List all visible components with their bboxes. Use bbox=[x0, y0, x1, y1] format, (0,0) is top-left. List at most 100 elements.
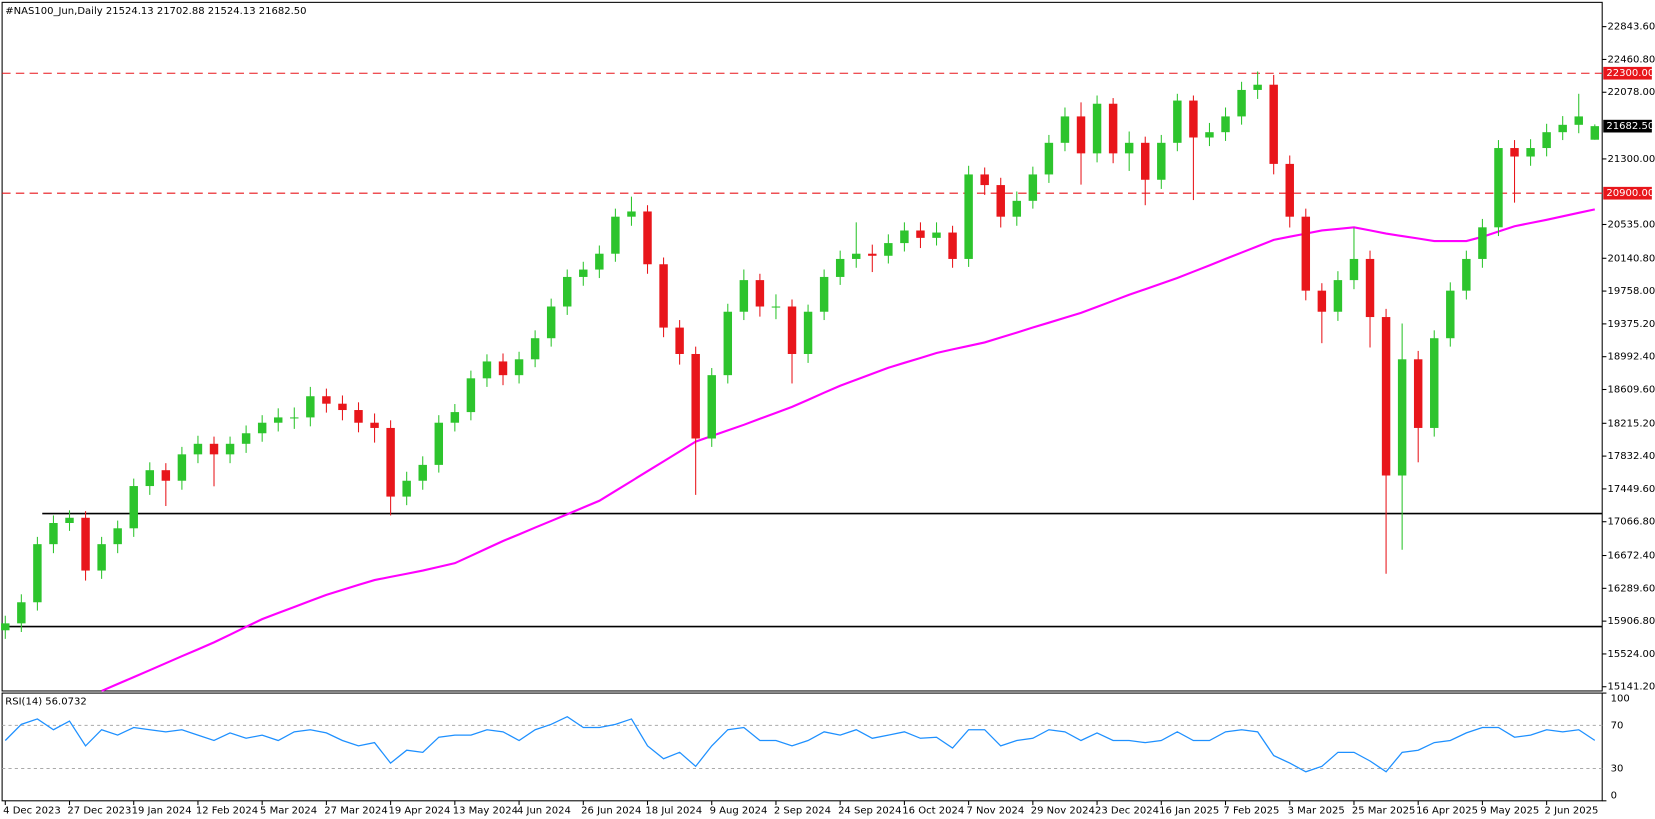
candle-body bbox=[675, 327, 684, 354]
y-tick-label: 17832.40 bbox=[1607, 451, 1655, 462]
x-tick-label: 3 Mar 2025 bbox=[1288, 805, 1345, 816]
candle-body bbox=[209, 443, 219, 455]
candle-body bbox=[868, 253, 877, 256]
y-tick-label: 18992.40 bbox=[1607, 352, 1655, 363]
candle-body bbox=[1542, 132, 1551, 149]
candle-body bbox=[418, 464, 427, 481]
candle-body bbox=[1301, 216, 1311, 291]
moving-average-line bbox=[101, 208, 1596, 692]
candle-body bbox=[1028, 174, 1038, 201]
candle-body bbox=[33, 544, 42, 603]
candle-body bbox=[306, 396, 315, 418]
candle-body bbox=[1269, 84, 1278, 164]
y-tick-label: 15524.00 bbox=[1607, 649, 1655, 660]
candle-body bbox=[65, 517, 74, 523]
x-tick-label: 25 Mar 2025 bbox=[1352, 805, 1416, 816]
candle-body bbox=[1381, 317, 1391, 476]
y-tick-label: 20535.00 bbox=[1607, 219, 1655, 230]
candle-body bbox=[466, 378, 476, 413]
candle-body bbox=[771, 306, 781, 308]
candle-body bbox=[257, 422, 267, 434]
x-tick-label: 7 Nov 2024 bbox=[967, 805, 1025, 816]
x-tick-label: 2 Sep 2024 bbox=[774, 805, 831, 816]
candle-body bbox=[370, 422, 379, 428]
level-price-label: 20900.00 bbox=[1606, 188, 1654, 199]
candle-body bbox=[1173, 100, 1182, 143]
candle-body bbox=[852, 253, 861, 259]
y-tick-label: 15906.80 bbox=[1607, 616, 1655, 627]
candle-body bbox=[81, 517, 90, 571]
candle-body bbox=[1141, 142, 1150, 180]
candle-body bbox=[1092, 103, 1102, 154]
candle-body bbox=[113, 528, 122, 545]
candle-body bbox=[723, 311, 733, 376]
chart-title: #NAS100_Jun,Daily 21524.13 21702.88 2152… bbox=[5, 6, 306, 17]
candle-body bbox=[1189, 100, 1198, 138]
candle-body bbox=[241, 433, 251, 444]
candle-body bbox=[322, 396, 331, 404]
candle-body bbox=[1365, 258, 1375, 318]
candle-body bbox=[386, 427, 395, 497]
candle-body bbox=[1397, 359, 1407, 476]
candle-body bbox=[755, 280, 765, 307]
x-tick-label: 4 Dec 2023 bbox=[3, 805, 61, 816]
y-tick-label: 15141.20 bbox=[1607, 682, 1655, 693]
candle-body bbox=[563, 276, 572, 307]
candle-body bbox=[1478, 227, 1487, 259]
candle-body bbox=[514, 359, 524, 376]
candle-body bbox=[964, 174, 973, 259]
candle-body bbox=[274, 417, 283, 423]
candle-body bbox=[884, 243, 893, 256]
candle-body bbox=[1044, 142, 1054, 175]
x-tick-label: 19 Apr 2024 bbox=[389, 805, 451, 816]
y-tick-label: 18215.20 bbox=[1607, 418, 1655, 429]
candle-body bbox=[450, 412, 460, 423]
candle-body bbox=[1510, 148, 1519, 157]
rsi-y-tick-label: 30 bbox=[1611, 763, 1624, 774]
last-price-label: 21682.50 bbox=[1606, 121, 1654, 132]
candle-body bbox=[193, 443, 203, 455]
candle-body bbox=[498, 361, 508, 376]
x-tick-label: 13 May 2024 bbox=[453, 805, 518, 816]
candle-body bbox=[611, 216, 620, 254]
x-tick-label: 9 May 2025 bbox=[1480, 805, 1539, 816]
candle-body bbox=[1, 623, 10, 631]
candle-body bbox=[1462, 258, 1471, 291]
candle-body bbox=[948, 232, 957, 259]
x-tick-label: 18 Jul 2024 bbox=[645, 805, 702, 816]
candle-body bbox=[659, 264, 668, 328]
candle-body bbox=[739, 280, 749, 312]
candle-body bbox=[1205, 132, 1214, 138]
level-price-box bbox=[1603, 186, 1652, 200]
x-tick-label: 29 Nov 2024 bbox=[1031, 805, 1095, 816]
rsi-panel-border bbox=[1, 692, 1603, 802]
candle-body bbox=[434, 422, 444, 465]
candle-body bbox=[1253, 84, 1262, 90]
candle-body bbox=[17, 602, 26, 624]
candle-body bbox=[932, 232, 941, 238]
y-tick-label: 22078.00 bbox=[1607, 87, 1655, 98]
y-tick-label: 19375.20 bbox=[1607, 319, 1655, 330]
candle-body bbox=[627, 211, 636, 217]
candle-body bbox=[177, 454, 187, 481]
candle-body bbox=[1494, 148, 1503, 228]
candle-body bbox=[338, 403, 347, 411]
candle-body bbox=[819, 276, 829, 312]
rsi-y-tick-label: 0 bbox=[1611, 791, 1617, 802]
x-tick-label: 9 Aug 2024 bbox=[710, 805, 768, 816]
x-tick-label: 27 Dec 2023 bbox=[67, 805, 131, 816]
candle-body bbox=[579, 269, 588, 277]
candle-body bbox=[643, 211, 652, 265]
candle-body bbox=[1430, 338, 1439, 428]
candle-body bbox=[1060, 116, 1070, 143]
candle-body bbox=[97, 544, 106, 571]
main-panel-border bbox=[1, 1, 1603, 692]
rsi-line bbox=[4, 716, 1596, 773]
candle-body bbox=[980, 174, 989, 186]
candle-body bbox=[1526, 148, 1535, 157]
candle-body bbox=[595, 253, 604, 270]
candle-body bbox=[1076, 116, 1086, 154]
candle-body bbox=[161, 470, 171, 481]
